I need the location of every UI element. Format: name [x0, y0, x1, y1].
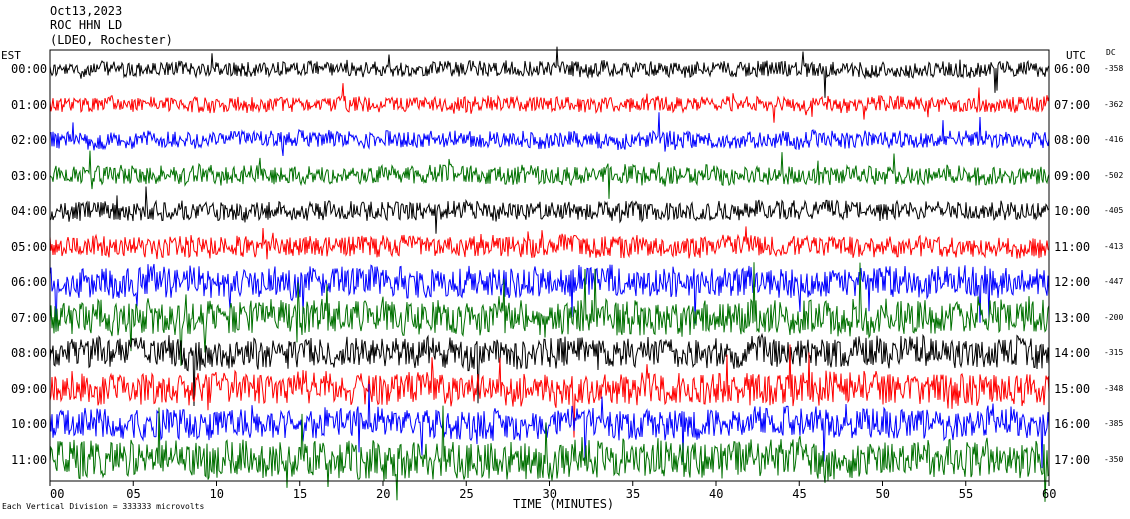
seismogram-trace-0600: [49, 263, 1050, 331]
utc-axis-title: UTC: [1066, 49, 1086, 62]
utc-hour-label: 14:00: [1054, 346, 1091, 360]
est-hour-label: 07:00: [11, 310, 48, 325]
seismogram-trace-0300: [49, 150, 1050, 199]
scale-note: Each Vertical Division = 333333 microvol…: [2, 502, 205, 511]
x-tick-label: 45: [792, 487, 807, 501]
dc-offset-value: -350: [1104, 454, 1124, 464]
utc-hour-label: 09:00: [1054, 168, 1091, 183]
x-tick-label: 25: [459, 487, 474, 501]
x-tick-label: 15: [292, 487, 308, 501]
utc-hour-label: 12:00: [1054, 275, 1091, 289]
dc-offset-value: -405: [1104, 206, 1124, 215]
dc-offset-value: -447: [1104, 277, 1124, 286]
utc-hour-label: 06:00: [1054, 62, 1091, 76]
dc-offset-value: -200: [1104, 312, 1124, 322]
est-hour-label: 09:00: [11, 381, 48, 396]
utc-hour-label: 10:00: [1054, 204, 1091, 218]
seismogram-trace-0400: [49, 186, 1050, 234]
x-tick-label: 35: [625, 487, 641, 501]
seismogram-trace-0800: [49, 332, 1050, 407]
est-hour-label: 04:00: [11, 204, 48, 218]
utc-hour-label: 07:00: [1054, 97, 1091, 112]
utc-hour-label: 08:00: [1054, 133, 1091, 147]
seismogram-trace-1000: [49, 383, 1050, 469]
x-tick-label: 40: [709, 487, 724, 501]
plot-date: Oct13,2023: [50, 4, 123, 18]
seismogram-trace-0000: [49, 46, 1050, 98]
dc-offset-value: -416: [1104, 135, 1124, 144]
utc-hour-label: 16:00: [1054, 417, 1091, 431]
est-hour-label: 10:00: [11, 417, 48, 431]
station-code: ROC HHN LD: [50, 18, 123, 32]
x-tick-label: 10: [209, 487, 224, 501]
est-hour-label: 01:00: [11, 97, 48, 112]
dc-offset-value: -413: [1104, 241, 1124, 251]
est-hour-label: 02:00: [11, 133, 48, 147]
utc-hour-label: 15:00: [1054, 381, 1091, 396]
dc-offset-value: -362: [1104, 99, 1124, 109]
est-hour-label: 03:00: [11, 168, 48, 183]
x-tick-label: 20: [376, 487, 391, 501]
seismogram-trace-1100: [49, 405, 1050, 502]
est-hour-label: 08:00: [11, 346, 48, 360]
est-hour-label: 11:00: [11, 452, 48, 467]
dc-offset-value: -348: [1104, 383, 1124, 393]
x-tick-label: 55: [958, 487, 974, 501]
dc-offset-value: -385: [1104, 419, 1124, 428]
est-axis-title: EST: [1, 49, 21, 62]
est-hour-label: 05:00: [11, 239, 48, 254]
utc-hour-label: 13:00: [1054, 310, 1091, 325]
dc-offset-value: -358: [1104, 64, 1124, 73]
network-name: (LDEO, Rochester): [50, 33, 173, 47]
x-tick-label: 05: [126, 487, 141, 501]
seismogram-trace-0200: [49, 112, 1050, 157]
x-axis-ticks: [49, 481, 1050, 486]
est-hour-label: 06:00: [11, 275, 48, 289]
utc-hour-label: 17:00: [1054, 452, 1091, 467]
x-tick-label: 50: [875, 487, 890, 501]
est-hour-label: 00:00: [11, 62, 48, 76]
dc-column-title: DC: [1106, 48, 1116, 57]
plot-frame: [49, 49, 1050, 482]
x-axis-label: TIME (MINUTES): [513, 497, 615, 511]
seismogram-trace-0500: [49, 226, 1050, 260]
seismogram-trace-0100: [49, 83, 1050, 123]
seismogram-trace-0700: [49, 262, 1050, 366]
seismogram-traces: [49, 46, 1050, 502]
x-tick-label: 00: [50, 487, 65, 501]
x-tick-label: 30: [542, 487, 557, 501]
dc-offset-value: -315: [1104, 348, 1124, 357]
dc-offset-value: -502: [1104, 170, 1124, 180]
x-tick-label: 60: [1042, 487, 1057, 501]
utc-hour-label: 11:00: [1054, 239, 1091, 254]
seismogram-trace-0900: [49, 344, 1050, 438]
